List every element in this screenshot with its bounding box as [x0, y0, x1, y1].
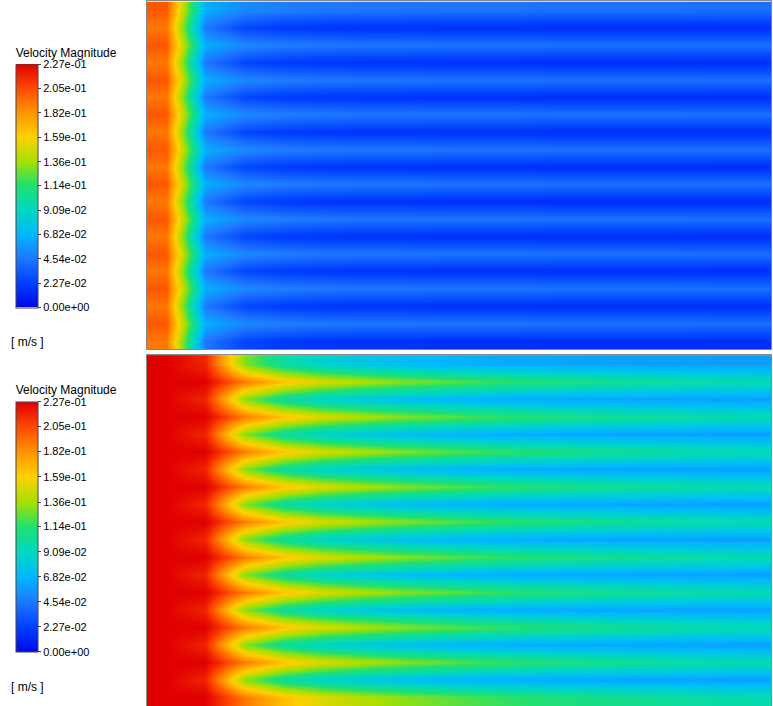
svg-text:2.05e-01: 2.05e-01 — [43, 420, 86, 432]
svg-text:[ m/s ]: [ m/s ] — [11, 335, 44, 349]
svg-text:4.54e-02: 4.54e-02 — [43, 596, 86, 608]
svg-text:9.09e-02: 9.09e-02 — [43, 546, 86, 558]
svg-text:1.59e-01: 1.59e-01 — [43, 131, 86, 143]
svg-text:1.14e-01: 1.14e-01 — [43, 179, 86, 191]
svg-text:1.36e-01: 1.36e-01 — [43, 156, 86, 168]
svg-text:2.05e-01: 2.05e-01 — [43, 82, 86, 94]
svg-text:6.82e-02: 6.82e-02 — [43, 228, 86, 240]
svg-text:6.82e-02: 6.82e-02 — [43, 571, 86, 583]
svg-text:1.36e-01: 1.36e-01 — [43, 496, 86, 508]
svg-text:2.27e-02: 2.27e-02 — [43, 277, 86, 289]
svg-text:[ m/s ]: [ m/s ] — [11, 680, 44, 694]
svg-text:2.27e-02: 2.27e-02 — [43, 621, 86, 633]
svg-text:4.54e-02: 4.54e-02 — [43, 253, 86, 265]
svg-text:1.82e-01: 1.82e-01 — [43, 107, 86, 119]
svg-text:9.09e-02: 9.09e-02 — [43, 204, 86, 216]
svg-text:1.82e-01: 1.82e-01 — [43, 445, 86, 457]
svg-text:Velocity Magnitude: Velocity Magnitude — [16, 383, 117, 397]
svg-text:0.00e+00: 0.00e+00 — [43, 646, 89, 658]
svg-text:0.00e+00: 0.00e+00 — [43, 301, 89, 313]
svg-text:1.59e-01: 1.59e-01 — [43, 471, 86, 483]
svg-text:Velocity Magnitude: Velocity Magnitude — [16, 46, 117, 60]
svg-text:2.27e-01: 2.27e-01 — [43, 396, 86, 408]
svg-text:2.27e-01: 2.27e-01 — [43, 58, 86, 70]
svg-text:1.14e-01: 1.14e-01 — [43, 520, 86, 532]
